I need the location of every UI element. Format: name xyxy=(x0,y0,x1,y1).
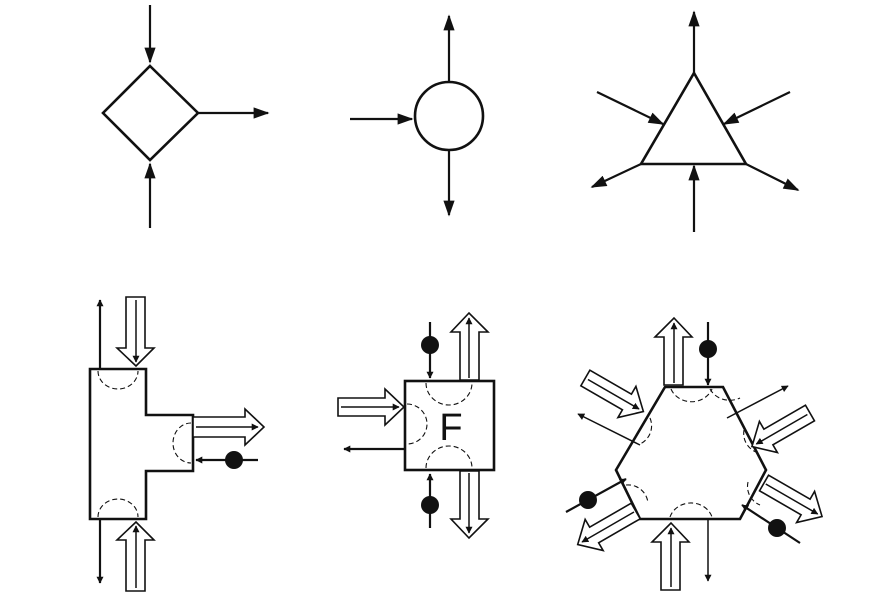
triangle-node xyxy=(638,70,749,166)
hex-port-lower-right xyxy=(746,481,761,506)
circle-node xyxy=(413,80,485,152)
hex-dot-lower-right xyxy=(768,519,786,537)
t-port-top xyxy=(97,370,139,390)
square-node xyxy=(403,379,496,472)
triangle-arrow-out-lower-right xyxy=(745,163,800,191)
hex-arrow-in-lower-left-thin xyxy=(565,478,627,513)
hex-arrow-out-lower-left-inner xyxy=(581,511,635,543)
triangle-arrow-in-upper-right xyxy=(722,91,791,125)
triangle-group xyxy=(590,10,800,232)
hex-arrow-out-lower-right-inner xyxy=(765,483,819,515)
hex-port-lower-left xyxy=(625,484,649,504)
t-junction-node xyxy=(88,367,195,521)
hex-port-left xyxy=(639,417,653,445)
hexagon-group xyxy=(565,316,824,591)
square-port-left xyxy=(406,403,428,445)
triangle-arrow-in-upper-left xyxy=(596,91,665,125)
hex-arrow-out-left-thin xyxy=(577,413,641,446)
hex-port-right xyxy=(743,429,757,453)
hexagon-node xyxy=(614,385,768,521)
t-port-bottom xyxy=(97,498,139,518)
triangle-arrow-out-lower-left xyxy=(590,163,642,188)
square-dot-top xyxy=(421,336,439,354)
hex-port-top-left xyxy=(670,388,713,403)
square-group: F xyxy=(337,311,496,540)
square-label: F xyxy=(439,407,462,449)
circle-group xyxy=(350,14,485,217)
hex-arrow-in-upper-left-inner xyxy=(587,378,640,410)
square-dot-bottom xyxy=(421,496,439,514)
square-port-top xyxy=(425,382,473,406)
hex-dot-lower-left xyxy=(579,491,597,509)
hex-arrow-in-right-inner xyxy=(755,413,808,445)
hex-dot-top xyxy=(699,340,717,358)
hex-port-bottom xyxy=(669,502,713,518)
diamond-group xyxy=(101,5,270,228)
t-junction-group xyxy=(88,296,266,592)
hex-arrow-out-upper-right-thin xyxy=(726,385,789,419)
t-port-right xyxy=(172,422,192,464)
square-port-bottom xyxy=(425,445,473,469)
diamond-node xyxy=(101,64,200,162)
hex-port-top-right xyxy=(709,388,741,401)
t-dot-right xyxy=(225,451,243,469)
